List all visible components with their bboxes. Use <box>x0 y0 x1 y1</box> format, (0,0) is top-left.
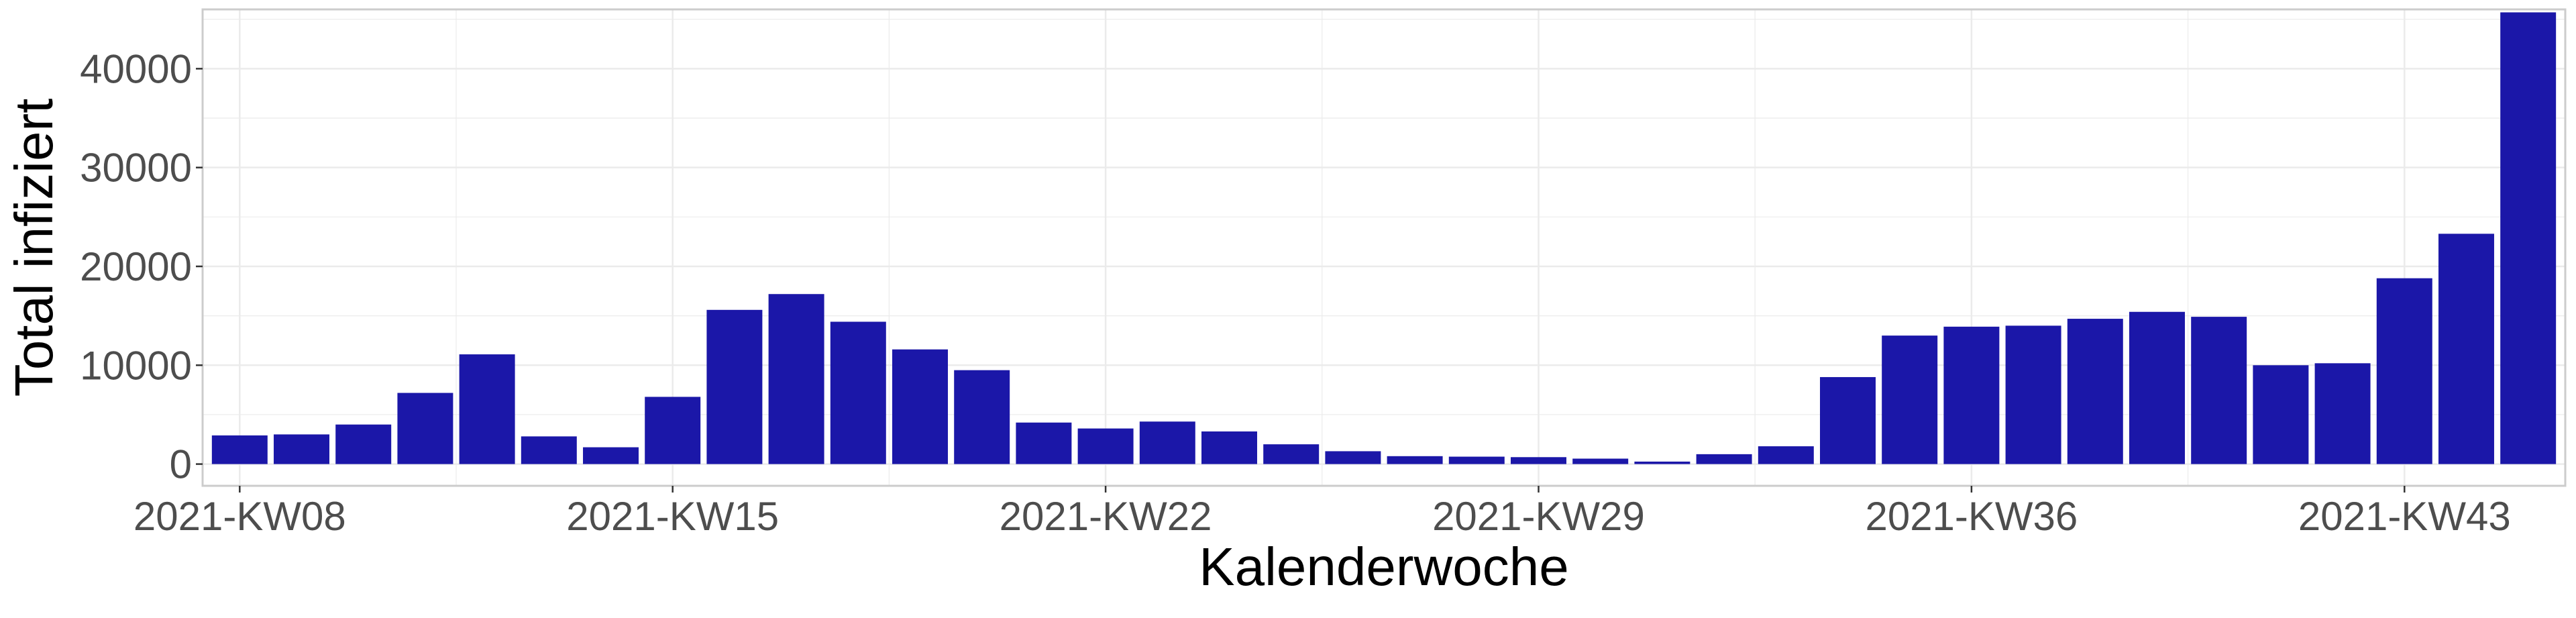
bar-2021-kw23 <box>1139 421 1195 464</box>
bar-2021-kw18 <box>830 321 886 464</box>
y-axis-ticks: 0 10000 20000 30000 40000 <box>80 46 203 487</box>
bar-2021-kw41 <box>2253 365 2309 464</box>
bar-2021-kw31 <box>1634 461 1690 464</box>
bar-2021-kw25 <box>1263 444 1320 464</box>
bar-2021-kw40 <box>2191 317 2247 464</box>
y-tick-label: 20000 <box>80 244 192 289</box>
grid-lines <box>203 9 2565 486</box>
y-tick-label: 30000 <box>80 146 192 191</box>
bar-2021-kw28 <box>1448 456 1505 464</box>
bar-2021-kw11 <box>397 393 453 464</box>
bar-2021-kw15 <box>645 397 701 464</box>
x-tick-label: 2021-KW43 <box>2298 494 2511 539</box>
bar-2021-kw43 <box>2376 278 2432 464</box>
bar-2021-kw16 <box>706 309 763 464</box>
x-axis-ticks: 2021-KW08 2021-KW15 2021-KW22 2021-KW29 2021… <box>133 486 2511 539</box>
x-tick-label: 2021-KW36 <box>1865 494 2078 539</box>
bar-2021-kw42 <box>2314 363 2371 464</box>
bar-2021-kw13 <box>521 436 577 464</box>
bar-2021-kw19 <box>892 349 948 464</box>
bar-2021-kw32 <box>1696 454 1752 464</box>
bar-2021-kw20 <box>954 370 1010 464</box>
bar-2021-kw24 <box>1201 431 1257 464</box>
bar-2021-kw44 <box>2438 234 2494 464</box>
plot-border <box>201 8 2567 487</box>
y-tick-label: 10000 <box>80 343 192 388</box>
bars <box>211 12 2557 464</box>
bar-2021-kw36 <box>1943 326 2000 464</box>
bar-2021-kw35 <box>1882 336 1938 464</box>
bar-2021-kw08 <box>211 435 268 464</box>
y-axis-title: Total infiziert <box>4 99 64 397</box>
y-tick-label: 0 <box>170 442 192 487</box>
bar-2021-kw10 <box>335 424 392 464</box>
bar-2021-kw22 <box>1077 428 1134 464</box>
bar-2021-kw27 <box>1387 456 1443 464</box>
bar-2021-kw17 <box>768 294 824 464</box>
bar-2021-kw12 <box>459 354 515 464</box>
bar-2021-kw37 <box>2005 325 2061 464</box>
y-tick-label: 40000 <box>80 46 192 91</box>
bar-2021-kw21 <box>1016 422 1072 464</box>
bar-2021-kw30 <box>1572 458 1629 464</box>
x-axis-title: Kalenderwoche <box>1199 537 1568 597</box>
x-tick-label: 2021-KW29 <box>1432 494 1645 539</box>
bar-2021-kw39 <box>2129 311 2185 464</box>
bar-2021-kw29 <box>1511 457 1566 464</box>
x-tick-label: 2021-KW15 <box>566 494 779 539</box>
bar-2021-kw38 <box>2067 319 2123 464</box>
bar-2021-kw33 <box>1758 446 1814 464</box>
x-tick-label: 2021-KW22 <box>1000 494 1212 539</box>
bar-2021-kw09 <box>274 434 330 464</box>
bar-2021-kw26 <box>1325 451 1381 464</box>
bar-2021-kw14 <box>583 447 639 464</box>
x-tick-label: 2021-KW08 <box>133 494 346 539</box>
bar-2021-kw34 <box>1820 376 1876 464</box>
bar-2021-kw45 <box>2500 12 2557 464</box>
